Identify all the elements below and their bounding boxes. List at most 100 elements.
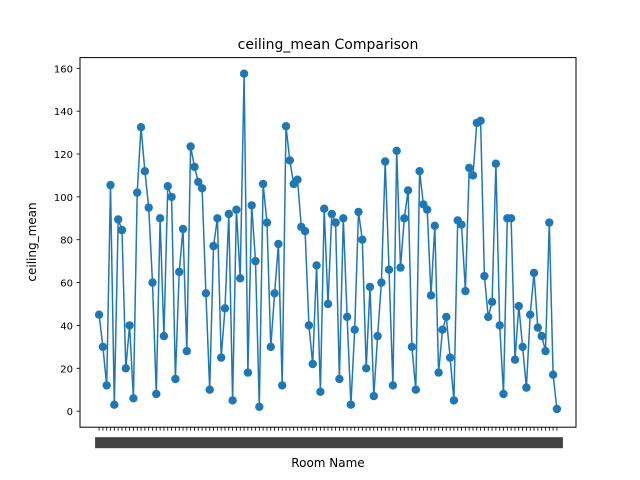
data-point [461,286,470,296]
plot-content [94,69,562,414]
data-point [152,389,161,399]
data-point [442,312,451,322]
data-point [331,218,340,227]
data-point [407,342,417,352]
data-point [228,396,237,405]
data-point [529,268,539,278]
data-point [392,146,401,155]
data-point [102,381,111,390]
data-point [346,400,356,409]
data-point [201,289,211,298]
data-point [537,331,546,341]
chart-title: ceiling_mean Comparison [238,37,419,53]
data-point [396,263,405,272]
data-point [159,331,169,341]
data-point [415,167,424,176]
data-point [423,205,432,214]
data-point [232,205,241,214]
data-point [205,385,214,394]
data-point [541,346,550,356]
data-point [197,184,207,193]
data-point [468,171,478,180]
data-point [155,214,165,223]
data-point [411,385,420,394]
data-point [255,402,264,411]
y-axis-label: ceiling_mean [25,202,39,281]
y-tick-label: 100 [54,193,73,204]
data-point [545,218,554,227]
data-point [449,396,459,405]
data-point [335,374,344,384]
data-point [247,201,256,210]
data-point [381,157,390,166]
data-point [358,235,367,244]
data-point [526,310,535,319]
data-point [243,368,253,377]
data-point [377,278,386,287]
data-point [129,394,138,403]
y-tick-label: 140 [54,107,73,118]
data-point [98,342,108,352]
data-point [320,204,329,213]
data-point [426,291,436,300]
data-point [281,122,291,131]
y-tick-label: 40 [60,321,73,332]
data-point [190,162,199,172]
data-point [369,391,378,401]
data-point [262,218,272,227]
data-point [136,123,146,132]
data-point [144,203,153,212]
data-point [217,353,226,362]
data-point [121,364,130,373]
data-point [312,261,321,270]
data-point [342,312,352,322]
data-point [510,355,520,364]
y-tick-label: 20 [60,364,73,375]
data-point [258,179,268,189]
data-point [434,368,443,377]
data-point [339,214,348,223]
data-point [285,156,294,165]
data-point [293,175,302,184]
x-axis-label: Room Name [291,456,364,470]
data-point [213,214,222,223]
data-point [300,227,310,236]
data-point [430,221,439,230]
data-point [400,214,409,223]
x-tick-label-band [95,437,563,449]
data-point [362,364,371,373]
data-point [114,215,123,224]
data-point [487,297,497,307]
data-point [163,182,172,191]
data-point [552,404,562,414]
data-point [278,381,287,390]
y-axis: 0 20 40 60 80 100 120 140 160 [54,64,80,418]
data-point [548,370,558,379]
data-point [491,159,501,168]
data-point [533,323,542,332]
data-point [373,331,382,341]
data-point [514,301,523,311]
data-point [438,325,447,334]
y-tick-label: 160 [54,64,73,75]
data-point [274,239,283,249]
data-point [125,321,134,330]
data-point [266,342,275,352]
data-point [178,224,188,234]
data-point [518,342,527,352]
data-point [457,220,466,229]
plot-frame [79,57,577,428]
data-point [186,142,195,151]
data-point [445,353,455,362]
x-axis [95,427,563,449]
data-point [480,271,489,281]
data-point [465,163,474,173]
data-point [148,278,157,287]
data-point [365,282,375,292]
data-point [110,400,119,409]
data-point [94,310,104,319]
data-point [304,321,314,330]
data-point [403,186,413,195]
y-tick-label: 120 [54,150,73,161]
